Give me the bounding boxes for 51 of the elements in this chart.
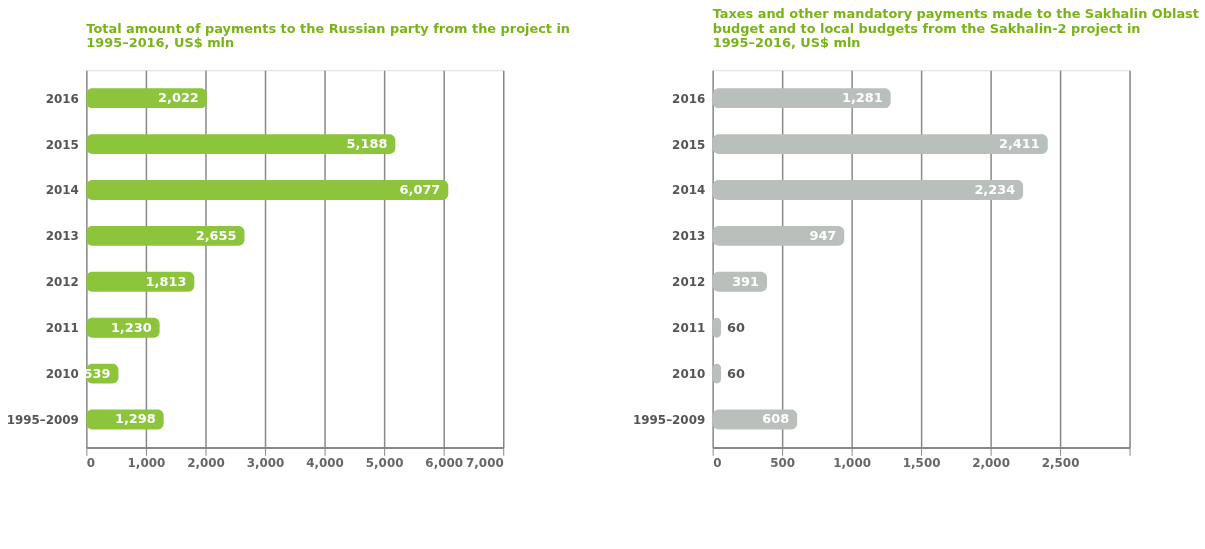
- x-tick-label: 2,500: [1041, 455, 1080, 470]
- x-tick-label: 1,000: [833, 455, 871, 470]
- y-tick-label: 2010: [672, 367, 706, 382]
- x-tick-label: 2,000: [972, 455, 1010, 470]
- x-tick-label: 7,000: [466, 455, 504, 470]
- x-tick-label: 3,000: [246, 455, 285, 470]
- chart-title: Total amount of payments to the Russian party from the project in 1995–2016, US$ mln: [86, 20, 571, 51]
- data-label: 2,234: [974, 181, 1016, 197]
- data-label: 1,230: [110, 319, 152, 335]
- y-tick-label: 2015: [672, 137, 706, 152]
- data-label: 391: [732, 273, 760, 289]
- bar: [712, 134, 1048, 154]
- y-tick-label: 2011: [45, 321, 79, 336]
- y-tick-label: 2014: [672, 183, 706, 198]
- x-tick-label: 6,000: [425, 455, 464, 470]
- bar: [712, 180, 1024, 200]
- data-label: 2,411: [998, 136, 1040, 152]
- y-tick-label: 2013: [45, 229, 79, 244]
- y-tick-label: 1995–2009: [633, 412, 706, 427]
- x-tick-label: 4,000: [306, 455, 344, 470]
- y-tick-label: 2016: [672, 91, 706, 106]
- data-label: 60: [726, 365, 745, 381]
- bar: [712, 225, 845, 246]
- y-tick-label: 2013: [672, 229, 706, 244]
- bar: [712, 88, 891, 109]
- chart-title: Taxes and other mandatory payments made to the Sakhalin Oblast budget and to local budgets from the Sakhalin-2 project in 1995–2016, US$ mln: [712, 5, 1199, 51]
- data-label: 60: [726, 319, 745, 335]
- x-tick-label: 0: [713, 455, 722, 470]
- x-tick-label: 500: [770, 455, 796, 470]
- y-tick-label: 2011: [672, 321, 706, 336]
- x-tick-label: 0: [86, 455, 96, 470]
- x-tick-label: 5,000: [365, 455, 404, 470]
- data-label: 1,813: [145, 273, 187, 289]
- x-tick-label: 1,000: [127, 455, 166, 470]
- data-label: 2,655: [195, 227, 237, 243]
- x-tick-label: 1,500: [902, 455, 941, 470]
- y-tick-label: 2012: [672, 275, 706, 290]
- y-tick-label: 2010: [45, 367, 79, 382]
- data-label: 608: [762, 411, 790, 427]
- y-tick-label: 1995–2009: [6, 412, 79, 427]
- y-tick-label: 2016: [45, 91, 79, 106]
- x-tick-label: 2,000: [187, 455, 225, 470]
- data-label: 5,188: [346, 136, 388, 152]
- y-tick-label: 2012: [45, 275, 79, 290]
- data-label: 6,077: [399, 181, 441, 197]
- y-tick-label: 2015: [45, 137, 79, 152]
- data-label: 1,281: [841, 90, 883, 106]
- y-tick-label: 2014: [45, 183, 79, 198]
- data-label: 2,022: [158, 90, 199, 106]
- data-label: 947: [809, 227, 837, 243]
- data-label: 1,298: [114, 411, 156, 427]
